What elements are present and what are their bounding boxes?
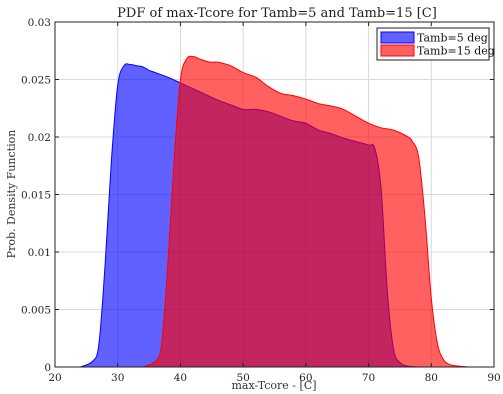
- legend-swatch: [380, 44, 415, 57]
- y-tick-label: 0.03: [28, 17, 51, 29]
- y-tick-label: 0.02: [28, 132, 51, 144]
- x-tick-label: 40: [174, 372, 187, 384]
- legend-label: Tamb=15 deg: [417, 45, 495, 58]
- series-area-2: [142, 55, 469, 368]
- y-tick-label: 0.025: [21, 75, 51, 87]
- y-tick-label: 0: [44, 362, 51, 374]
- x-tick-label: 30: [111, 372, 124, 384]
- y-tick-label: 0.01: [28, 247, 51, 259]
- x-axis-label: max-Tcore - [C]: [231, 379, 316, 392]
- y-axis-label: Prob. Density Function: [5, 130, 18, 259]
- x-tick-label: 70: [362, 372, 375, 384]
- series-areas: [79, 55, 469, 368]
- x-tick-label: 20: [48, 372, 61, 384]
- y-tick-label: 0.005: [21, 305, 51, 317]
- x-tick-label: 60: [299, 372, 312, 384]
- x-tick-label: 90: [487, 372, 500, 384]
- x-axis: 20 30 40 50 60 70 80 90: [48, 22, 501, 384]
- x-tick-label: 80: [425, 372, 438, 384]
- chart-title: PDF of max-Tcore for Tamb=5 and Tamb=15 …: [117, 6, 437, 21]
- x-tick-label: 50: [236, 372, 249, 384]
- y-axis: 0 0.005 0.01 0.015 0.02 0.025 0.03: [21, 17, 494, 374]
- y-tick-label: 0.015: [21, 190, 51, 202]
- legend-label: Tamb=5 deg: [417, 32, 488, 45]
- legend-swatch: [380, 31, 415, 44]
